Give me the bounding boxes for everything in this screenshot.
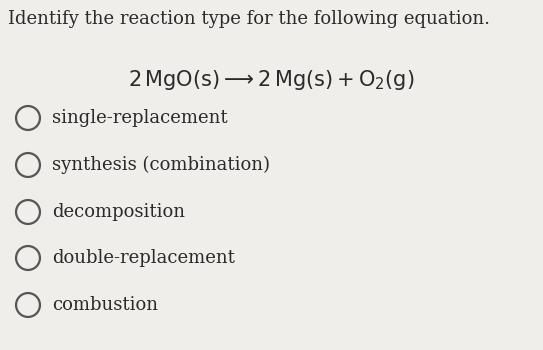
Text: single-replacement: single-replacement <box>52 109 228 127</box>
Text: combustion: combustion <box>52 296 158 314</box>
Text: synthesis (combination): synthesis (combination) <box>52 156 270 174</box>
Text: $2\,\mathrm{MgO(s)} \longrightarrow 2\,\mathrm{Mg(s)} + \mathrm{O_2(g)}$: $2\,\mathrm{MgO(s)} \longrightarrow 2\,\… <box>128 68 415 92</box>
Text: double-replacement: double-replacement <box>52 249 235 267</box>
Text: Identify the reaction type for the following equation.: Identify the reaction type for the follo… <box>8 10 490 28</box>
Text: decomposition: decomposition <box>52 203 185 221</box>
